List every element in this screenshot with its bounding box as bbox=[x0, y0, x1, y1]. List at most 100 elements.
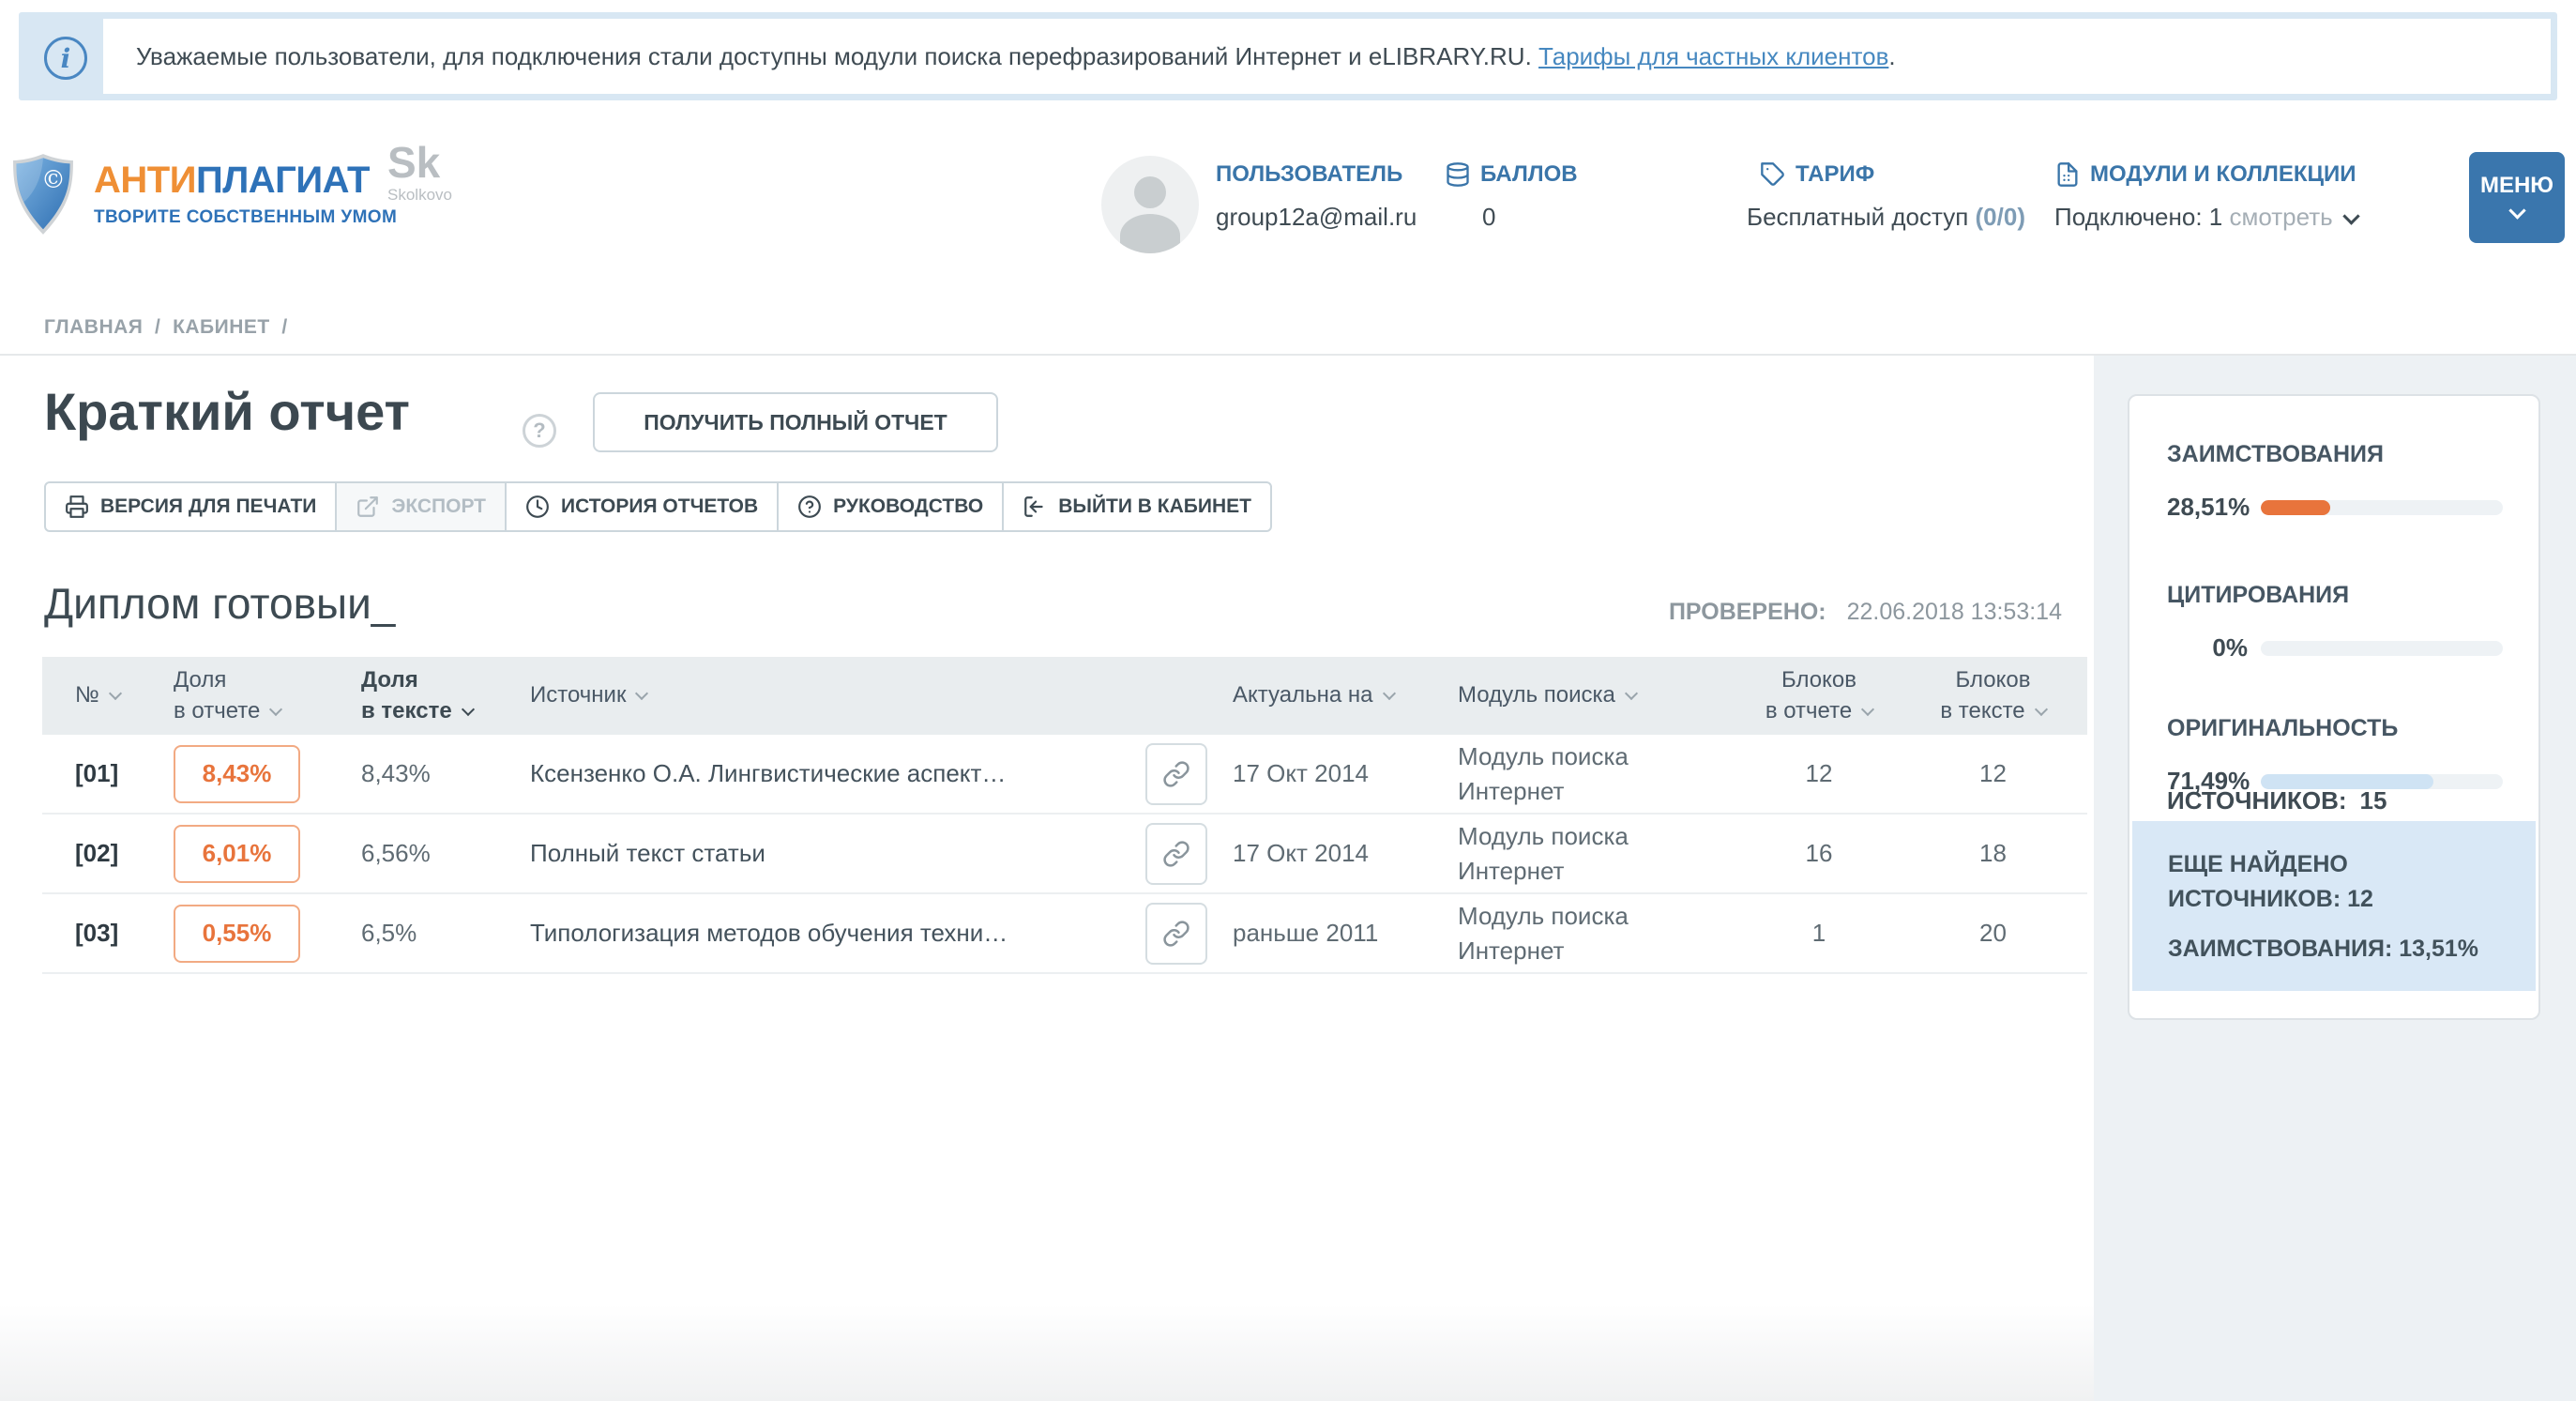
actual-date: раньше 2011 bbox=[1233, 919, 1379, 947]
sort-chevron-icon bbox=[635, 687, 649, 701]
column-header-module[interactable]: Модуль поиска bbox=[1458, 680, 1739, 710]
modules-label: МОДУЛИ И КОЛЛЕКЦИИ bbox=[2090, 161, 2356, 187]
user-email: group12a@mail.ru bbox=[1216, 203, 1417, 231]
sort-chevron-icon bbox=[1624, 687, 1638, 701]
database-icon bbox=[1447, 162, 1469, 187]
more-found-line2: ИСТОЧНИКОВ: 12 bbox=[2168, 886, 2373, 912]
breadcrumb-cabinet[interactable]: КАБИНЕТ bbox=[173, 316, 270, 338]
modules-view-link[interactable]: смотреть bbox=[2229, 203, 2333, 231]
actual-date: 17 Окт 2014 bbox=[1233, 839, 1370, 867]
exit-icon bbox=[1024, 496, 1043, 517]
points-group: БАЛЛОВ 0 bbox=[1445, 161, 1578, 232]
points-label: БАЛЛОВ bbox=[1480, 161, 1578, 187]
progress-fill bbox=[2261, 499, 2330, 515]
row-number: [01] bbox=[75, 759, 119, 787]
stats-sidebar: ЗАИМСТВОВАНИЯ 28,51% ЦИТИРОВАНИЯ 0% ОРИГ… bbox=[2094, 356, 2576, 1401]
notification-text: Уважаемые пользователи, для подключения … bbox=[103, 19, 2551, 94]
more-found-borrowings: ЗАИМСТВОВАНИЯ: 13,51% bbox=[2168, 936, 2479, 962]
user-info-group: ПОЛЬЗОВАТЕЛЬ group12a@mail.ru bbox=[1216, 161, 1417, 232]
bottom-fade bbox=[0, 1304, 2094, 1401]
sort-chevron-icon bbox=[1382, 687, 1396, 701]
table-row[interactable]: [03] 0,55% 6,5% Типологизация методов об… bbox=[42, 894, 2087, 974]
search-module: Модуль поиска Интернет bbox=[1458, 822, 1629, 885]
chevron-down-icon bbox=[2508, 202, 2526, 220]
table-header-row: № Доля в отчете Доля в тексте Источник А… bbox=[42, 657, 2087, 735]
table-row[interactable]: [02] 6,01% 6,56% Полный текст статьи 17 … bbox=[42, 815, 2087, 894]
modules-icon bbox=[2057, 162, 2078, 187]
column-header-source[interactable]: Источник bbox=[530, 680, 1145, 710]
printer-icon bbox=[66, 495, 88, 518]
search-module: Модуль поиска Интернет bbox=[1458, 742, 1629, 805]
chevron-down-icon[interactable] bbox=[2342, 207, 2360, 225]
clock-icon bbox=[526, 495, 549, 518]
column-header-share-report[interactable]: Доля в отчете bbox=[174, 665, 361, 726]
column-header-num[interactable]: № bbox=[42, 680, 174, 710]
sources-label: ИСТОЧНИКОВ: bbox=[2167, 786, 2347, 815]
brand-orange: АНТИ bbox=[94, 160, 196, 201]
link-icon bbox=[1163, 760, 1190, 787]
source-link-button[interactable] bbox=[1145, 822, 1207, 885]
source-title: Ксензенко О.А. Лингвистические аспект… bbox=[530, 759, 1007, 787]
modules-connected: Подключено: 1 bbox=[2054, 203, 2223, 231]
share-text-value: 6,5% bbox=[361, 919, 417, 947]
get-full-report-button[interactable]: ПОЛУЧИТЬ ПОЛНЫЙ ОТЧЕТ bbox=[593, 392, 998, 452]
breadcrumb: ГЛАВНАЯ / КАБИНЕТ / bbox=[44, 316, 288, 339]
share-report-badge: 8,43% bbox=[174, 744, 300, 803]
metric-label: ЗАИМСТВОВАНИЯ bbox=[2167, 441, 2384, 467]
source-link-button[interactable] bbox=[1145, 742, 1207, 805]
sort-chevron-icon bbox=[108, 687, 122, 701]
modules-group: МОДУЛИ И КОЛЛЕКЦИИ Подключено: 1 смотрет… bbox=[2054, 161, 2360, 232]
progress-bar bbox=[2261, 499, 2503, 515]
export-icon bbox=[357, 496, 379, 517]
header-divider bbox=[0, 354, 2576, 356]
menu-button[interactable]: МЕНЮ bbox=[2469, 152, 2565, 243]
tag-icon bbox=[1761, 162, 1784, 186]
guide-button[interactable]: РУКОВОДСТВО bbox=[777, 481, 1005, 532]
row-number: [03] bbox=[75, 919, 119, 947]
help-icon[interactable]: ? bbox=[523, 414, 556, 448]
page-title: Краткий отчет bbox=[44, 382, 410, 441]
stats-panel: ЗАИМСТВОВАНИЯ 28,51% ЦИТИРОВАНИЯ 0% ОРИГ… bbox=[2128, 394, 2540, 1020]
column-header-actual[interactable]: Актуальна на bbox=[1233, 680, 1458, 710]
column-header-blocks-text[interactable]: Блоков в тексте bbox=[1899, 665, 2087, 726]
share-report-badge: 6,01% bbox=[174, 824, 300, 883]
brand-wordmark[interactable]: АНТИПЛАГИАТ ТВОРИТЕ СОБСТВЕННЫМ УМОМ bbox=[94, 161, 397, 226]
metric-value: 0% bbox=[2212, 633, 2248, 662]
exit-to-cabinet-button[interactable]: ВЫЙТИ В КАБИНЕТ bbox=[1002, 481, 1272, 532]
sort-chevron-icon bbox=[461, 702, 475, 716]
progress-fill bbox=[2261, 773, 2434, 789]
share-text-value: 6,56% bbox=[361, 839, 431, 867]
report-history-button[interactable]: ИСТОРИЯ ОТЧЕТОВ bbox=[505, 481, 780, 532]
question-icon bbox=[798, 495, 822, 518]
column-header-blocks-report[interactable]: Блоков в отчете bbox=[1739, 665, 1899, 726]
tariff-quota: (0/0) bbox=[1975, 203, 2025, 231]
blocks-in-text: 18 bbox=[1979, 839, 2007, 867]
checked-info: ПРОВЕРЕНО: 22.06.2018 13:53:14 bbox=[1669, 599, 2062, 626]
sources-count: ИСТОЧНИКОВ: 15 bbox=[2167, 786, 2387, 815]
breadcrumb-home[interactable]: ГЛАВНАЯ bbox=[44, 316, 144, 338]
table-row[interactable]: [01] 8,43% 8,43% Ксензенко О.А. Лингвист… bbox=[42, 735, 2087, 815]
skolkovo-label: Skolkovo bbox=[387, 186, 452, 204]
blocks-in-report: 1 bbox=[1811, 919, 1826, 947]
skolkovo-sk: Sk bbox=[387, 138, 441, 187]
metric-label: ОРИГИНАЛЬНОСТЬ bbox=[2167, 715, 2399, 741]
metric-label: ЦИТИРОВАНИЯ bbox=[2167, 582, 2350, 608]
avatar[interactable] bbox=[1101, 156, 1199, 253]
document-title: Диплом готовыи_ bbox=[44, 579, 396, 628]
tariffs-link[interactable]: Тарифы для частных клиентов bbox=[1538, 41, 1889, 70]
copyright-icon: © bbox=[41, 166, 66, 194]
menu-button-label: МЕНЮ bbox=[2479, 173, 2554, 198]
link-icon bbox=[1163, 840, 1190, 867]
metric-originality: ОРИГИНАЛЬНОСТЬ 71,49% bbox=[2167, 715, 2503, 796]
antiplagiat-logo-icon: © bbox=[11, 137, 75, 256]
sources-table: № Доля в отчете Доля в тексте Источник А… bbox=[42, 657, 2087, 974]
tariff-label: ТАРИФ bbox=[1796, 161, 1875, 187]
report-toolbar: ВЕРСИЯ ДЛЯ ПЕЧАТИ ЭКСПОРТ ИСТОРИЯ ОТЧЕТО… bbox=[44, 481, 1272, 532]
print-version-button[interactable]: ВЕРСИЯ ДЛЯ ПЕЧАТИ bbox=[44, 481, 338, 532]
source-title: Полный текст статьи bbox=[530, 839, 765, 867]
source-link-button[interactable] bbox=[1145, 902, 1207, 965]
breadcrumb-separator: / bbox=[155, 316, 161, 338]
column-header-share-text[interactable]: Доля в тексте bbox=[361, 665, 530, 726]
export-button[interactable]: ЭКСПОРТ bbox=[335, 481, 508, 532]
